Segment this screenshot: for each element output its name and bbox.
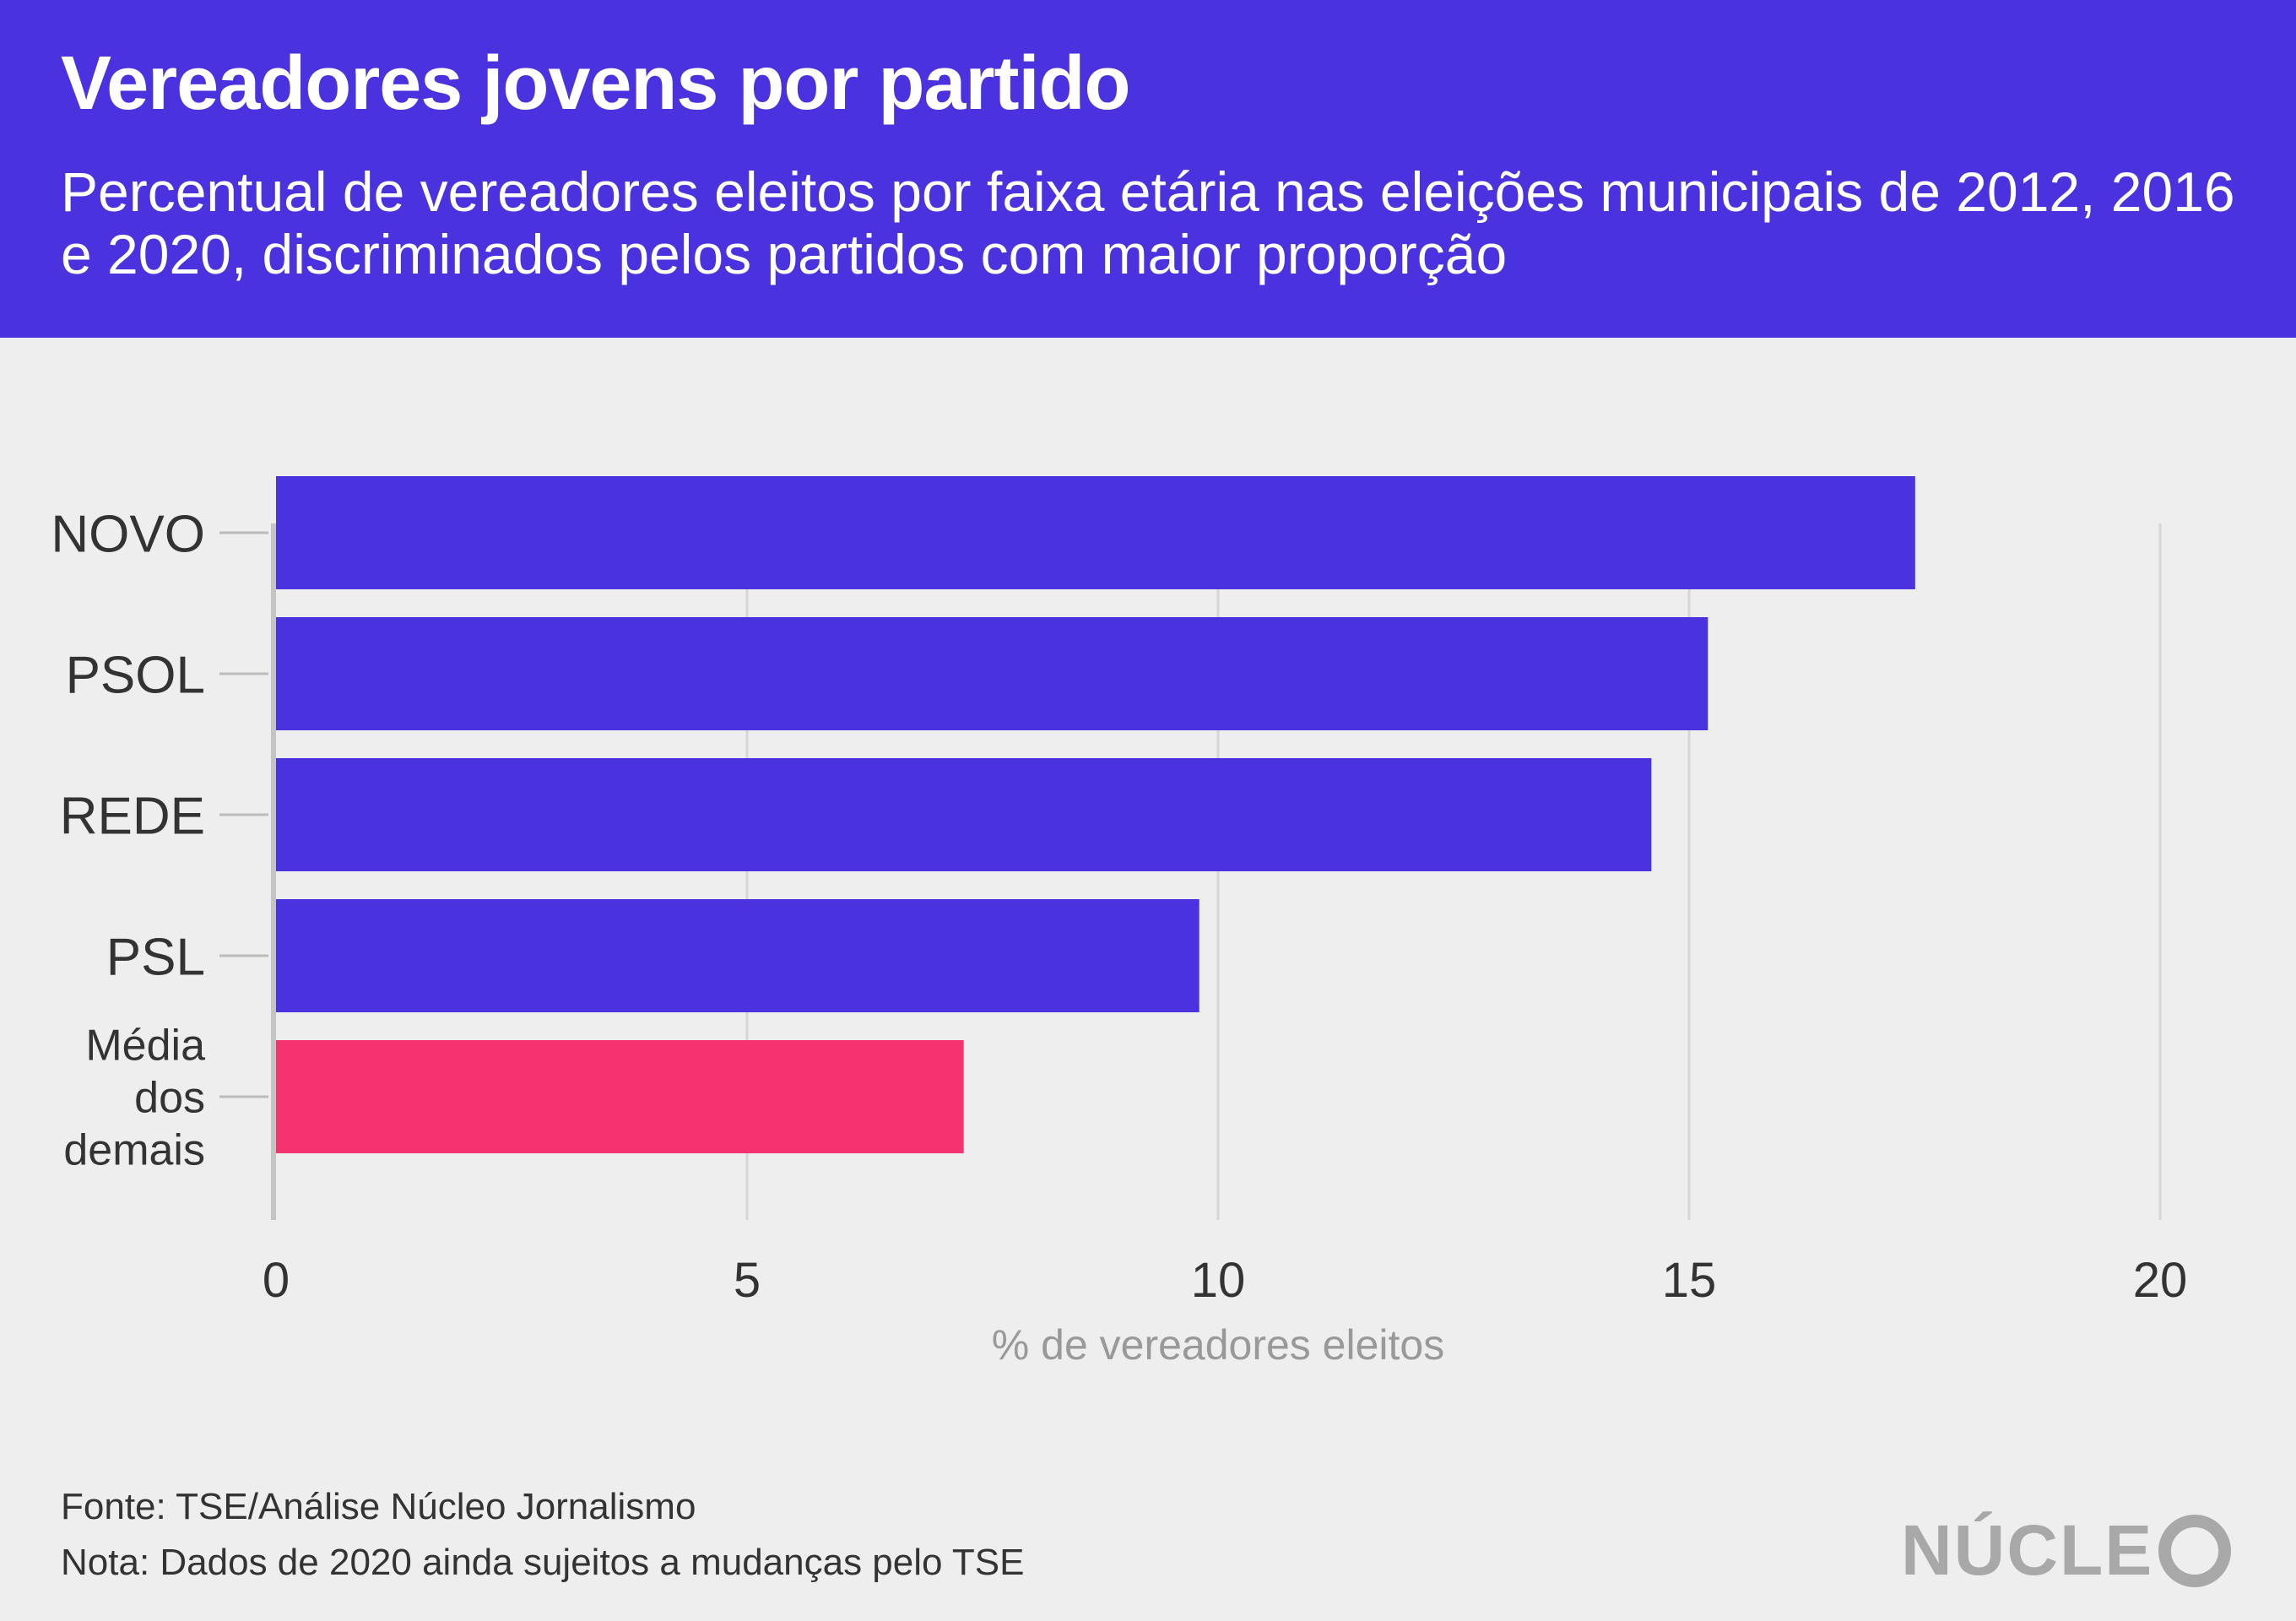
x-tick-label: 20 [2133,1253,2188,1308]
chart-title: Vereadores jovens por partido [61,41,1130,126]
bar-média-dos-demais [276,1040,964,1153]
x-tick-label: 0 [263,1253,290,1308]
bar-novo [276,476,1915,589]
nucleo-logo: NÚCLE [1901,1510,2232,1591]
category-label: PSOL [66,646,205,704]
bar-psol [276,617,1708,730]
logo-text: NÚCLE [1901,1510,2154,1590]
source-note: Fonte: TSE/Análise Núcleo Jornalismo [61,1486,696,1527]
chart-subtitle: Percentual de vereadores eleitos por fai… [61,160,2235,285]
logo-circle [2158,1514,2232,1587]
bars [276,476,1915,1153]
category-label: dos [134,1074,205,1123]
x-tick-label: 15 [1662,1253,1717,1308]
bar-rede [276,758,1652,871]
x-tick-label: 10 [1191,1253,1246,1308]
category-label: demais [63,1126,205,1175]
category-label: Média [85,1022,205,1071]
bar-psl [276,899,1199,1012]
x-tick-label: 5 [734,1253,761,1308]
x-tick-labels: 0 5 10 15 20 [263,1253,2187,1308]
category-label: REDE [60,787,205,845]
data-note: Nota: Dados de 2020 ainda sujeitos a mud… [61,1542,1025,1583]
header-banner: Vereadores jovens por partido Percentual… [0,0,2296,338]
x-axis-label: % de vereadores eleitos [992,1321,1444,1369]
category-label: NOVO [51,505,205,563]
category-label: PSL [106,928,205,986]
